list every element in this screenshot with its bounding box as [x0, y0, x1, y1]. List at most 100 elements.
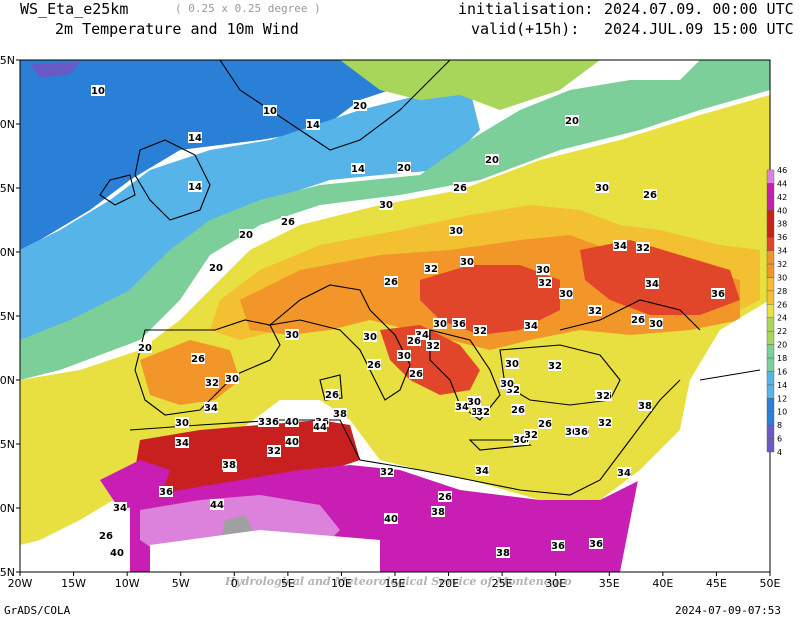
colorbar-segment: [766, 223, 775, 238]
colorbar-segment: [766, 304, 775, 318]
svg-text:14: 14: [188, 182, 202, 193]
colorbar-tick-label: 40: [777, 206, 787, 215]
contour-label: 30: [500, 378, 514, 390]
svg-text:26: 26: [191, 354, 205, 365]
colorbar-segment: [766, 438, 775, 453]
x-tick-label: 10W: [115, 577, 140, 590]
contour-label: 26: [384, 276, 398, 288]
contour-label: 26: [325, 389, 339, 401]
colorbar-segment: [766, 250, 775, 265]
svg-text:32: 32: [596, 391, 610, 402]
red-east-temperature-zone: [580, 240, 740, 315]
colorbar-tick-label: 44: [777, 179, 787, 188]
contour-label: 44: [313, 421, 327, 433]
contour-label: 10: [91, 85, 105, 97]
y-tick-label: 45N: [0, 310, 15, 323]
contour-label: 36: [574, 426, 588, 438]
colorbar-tick-label: 30: [777, 273, 787, 282]
green-north-temperature-zone: [340, 60, 600, 110]
colorbar-segment: [766, 384, 775, 399]
svg-text:34: 34: [617, 468, 631, 479]
contour-label: 14: [188, 132, 202, 144]
svg-text:30: 30: [505, 359, 519, 370]
contour-label: 20: [209, 262, 223, 274]
svg-text:34: 34: [455, 402, 469, 413]
coastlines: [99, 59, 761, 496]
svg-text:32: 32: [548, 361, 562, 372]
colorbar-tick-label: 14: [777, 381, 787, 390]
colorbar-segment: [766, 424, 775, 439]
svg-text:14: 14: [306, 120, 320, 131]
colorbar-segment: [766, 330, 775, 345]
colorbar-segment: [766, 210, 775, 224]
contour-label: 38: [638, 400, 652, 412]
contour-label: 26: [643, 189, 657, 201]
svg-text:32: 32: [424, 264, 438, 275]
svg-text:36: 36: [711, 289, 725, 300]
svg-text:32: 32: [380, 467, 394, 478]
temperature-colorbar: 4681012141618202224262830323436384042444…: [766, 166, 787, 457]
svg-text:32: 32: [473, 326, 487, 337]
contour-label: 26: [99, 530, 113, 542]
contour-label: 30: [565, 426, 579, 438]
svg-text:26: 26: [643, 190, 657, 201]
x-tick-label: 20W: [8, 577, 33, 590]
temperature-field: [20, 60, 770, 572]
svg-text:40: 40: [110, 548, 124, 559]
contour-label: 20: [239, 229, 253, 241]
contour-label: 30: [649, 318, 663, 330]
svg-text:38: 38: [496, 548, 510, 559]
svg-text:34: 34: [613, 241, 627, 252]
x-tick-label: 35E: [599, 577, 620, 590]
x-tick-label: 40E: [652, 577, 673, 590]
contour-label: 30: [175, 417, 189, 429]
colorbar-tick-label: 12: [777, 394, 787, 403]
svg-text:20: 20: [485, 155, 499, 166]
contour-label: 14: [306, 119, 320, 131]
contour-label: 30: [397, 350, 411, 362]
svg-text:20: 20: [397, 163, 411, 174]
svg-text:26: 26: [384, 277, 398, 288]
svg-text:20: 20: [209, 263, 223, 274]
svg-text:26: 26: [511, 405, 525, 416]
svg-text:34: 34: [113, 503, 127, 514]
svg-text:38: 38: [638, 401, 652, 412]
colorbar-segment: [766, 277, 775, 292]
contour-label: 20: [397, 162, 411, 174]
contour-label: 32: [588, 305, 602, 317]
contour-label: 32: [598, 417, 612, 429]
svg-text:30: 30: [595, 183, 609, 194]
contour-label: 32: [267, 445, 281, 457]
contour-label: 26: [409, 368, 423, 380]
y-axis: 25N 30N 35N 40N 45N 50N 55N 60N 65N: [0, 54, 20, 579]
contour-label: 32: [548, 360, 562, 372]
svg-text:32: 32: [636, 243, 650, 254]
svg-text:26: 26: [99, 531, 113, 542]
svg-text:38: 38: [333, 409, 347, 420]
colorbar-tick-label: 4: [777, 448, 782, 457]
svg-text:30: 30: [500, 379, 514, 390]
contour-label: 32: [424, 263, 438, 275]
svg-text:26: 26: [325, 390, 339, 401]
colorbar-tick-label: 10: [777, 408, 787, 417]
contour-label: 38: [431, 506, 445, 518]
svg-text:32: 32: [588, 306, 602, 317]
contour-label: 32: [596, 390, 610, 402]
svg-text:26: 26: [631, 315, 645, 326]
svg-text:10: 10: [91, 86, 105, 97]
svg-text:30: 30: [649, 319, 663, 330]
x-tick-label: 30E: [545, 577, 566, 590]
x-tick-label: 15W: [61, 577, 86, 590]
x-tick-label: 10E: [331, 577, 352, 590]
footer-software: GrADS/COLA: [4, 604, 71, 617]
x-tick-label: 50E: [760, 577, 781, 590]
contour-label: 32: [506, 384, 520, 396]
svg-text:26: 26: [453, 183, 467, 194]
svg-text:32: 32: [476, 407, 490, 418]
y-tick-label: 60N: [0, 118, 15, 131]
contour-label: 34: [113, 502, 127, 514]
svg-text:32: 32: [426, 341, 440, 352]
contour-label: 30: [285, 329, 299, 341]
contour-label: 40: [285, 416, 299, 428]
